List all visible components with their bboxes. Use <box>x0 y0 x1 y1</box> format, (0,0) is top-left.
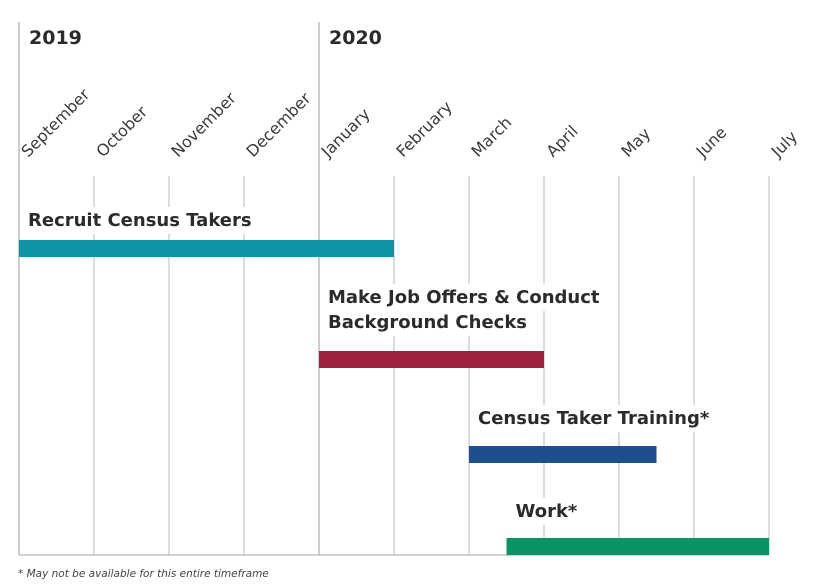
task-bars <box>19 207 769 555</box>
month-label: November <box>167 88 240 161</box>
task-label: Census Taker Training* <box>478 408 710 429</box>
month-label: January <box>317 105 374 162</box>
task-label: Make Job Offers & Conduct <box>328 287 600 308</box>
month-label: March <box>467 113 515 161</box>
task-bar <box>19 240 394 257</box>
task-bar <box>319 351 544 368</box>
month-label: December <box>242 88 314 160</box>
task-labels: Recruit Census Takers Make Job Offers & C… <box>28 210 710 522</box>
month-label: September <box>17 85 93 161</box>
task-label-background <box>509 498 584 525</box>
task-label-background <box>322 309 534 336</box>
footnote: * May not be available for this entire t… <box>18 568 269 580</box>
task-label-background <box>472 405 716 432</box>
month-label: October <box>92 102 151 161</box>
task-bar <box>506 538 769 555</box>
month-label: June <box>692 123 731 162</box>
task-label: Background Checks <box>328 312 527 333</box>
month-label: May <box>617 124 654 161</box>
task-label: Recruit Census Takers <box>28 210 252 231</box>
task-bar <box>469 446 657 463</box>
task-label: Work* <box>516 501 578 522</box>
month-label: April <box>542 122 581 161</box>
year-label: 2020 <box>329 27 382 49</box>
month-label: February <box>392 97 456 161</box>
task-label-background <box>322 284 606 311</box>
year-label: 2019 <box>29 27 82 49</box>
timeline-header: 2019 2020 September October November December… <box>17 27 801 162</box>
month-label: July <box>767 127 801 161</box>
task-label-background <box>22 207 258 234</box>
